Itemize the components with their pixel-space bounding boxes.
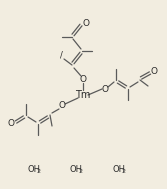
Text: 2: 2 — [78, 169, 82, 174]
Text: /: / — [60, 50, 62, 60]
Text: OH: OH — [113, 166, 126, 174]
Text: O: O — [8, 119, 15, 129]
Text: 2: 2 — [122, 169, 125, 174]
Text: O: O — [150, 67, 157, 75]
Text: O: O — [79, 74, 87, 84]
Text: OH: OH — [70, 166, 83, 174]
Text: O: O — [82, 19, 90, 28]
Text: 2: 2 — [37, 169, 41, 174]
Text: O: O — [58, 101, 65, 111]
Text: OH: OH — [28, 166, 41, 174]
Text: O: O — [102, 84, 109, 94]
Text: Tm: Tm — [75, 90, 91, 100]
